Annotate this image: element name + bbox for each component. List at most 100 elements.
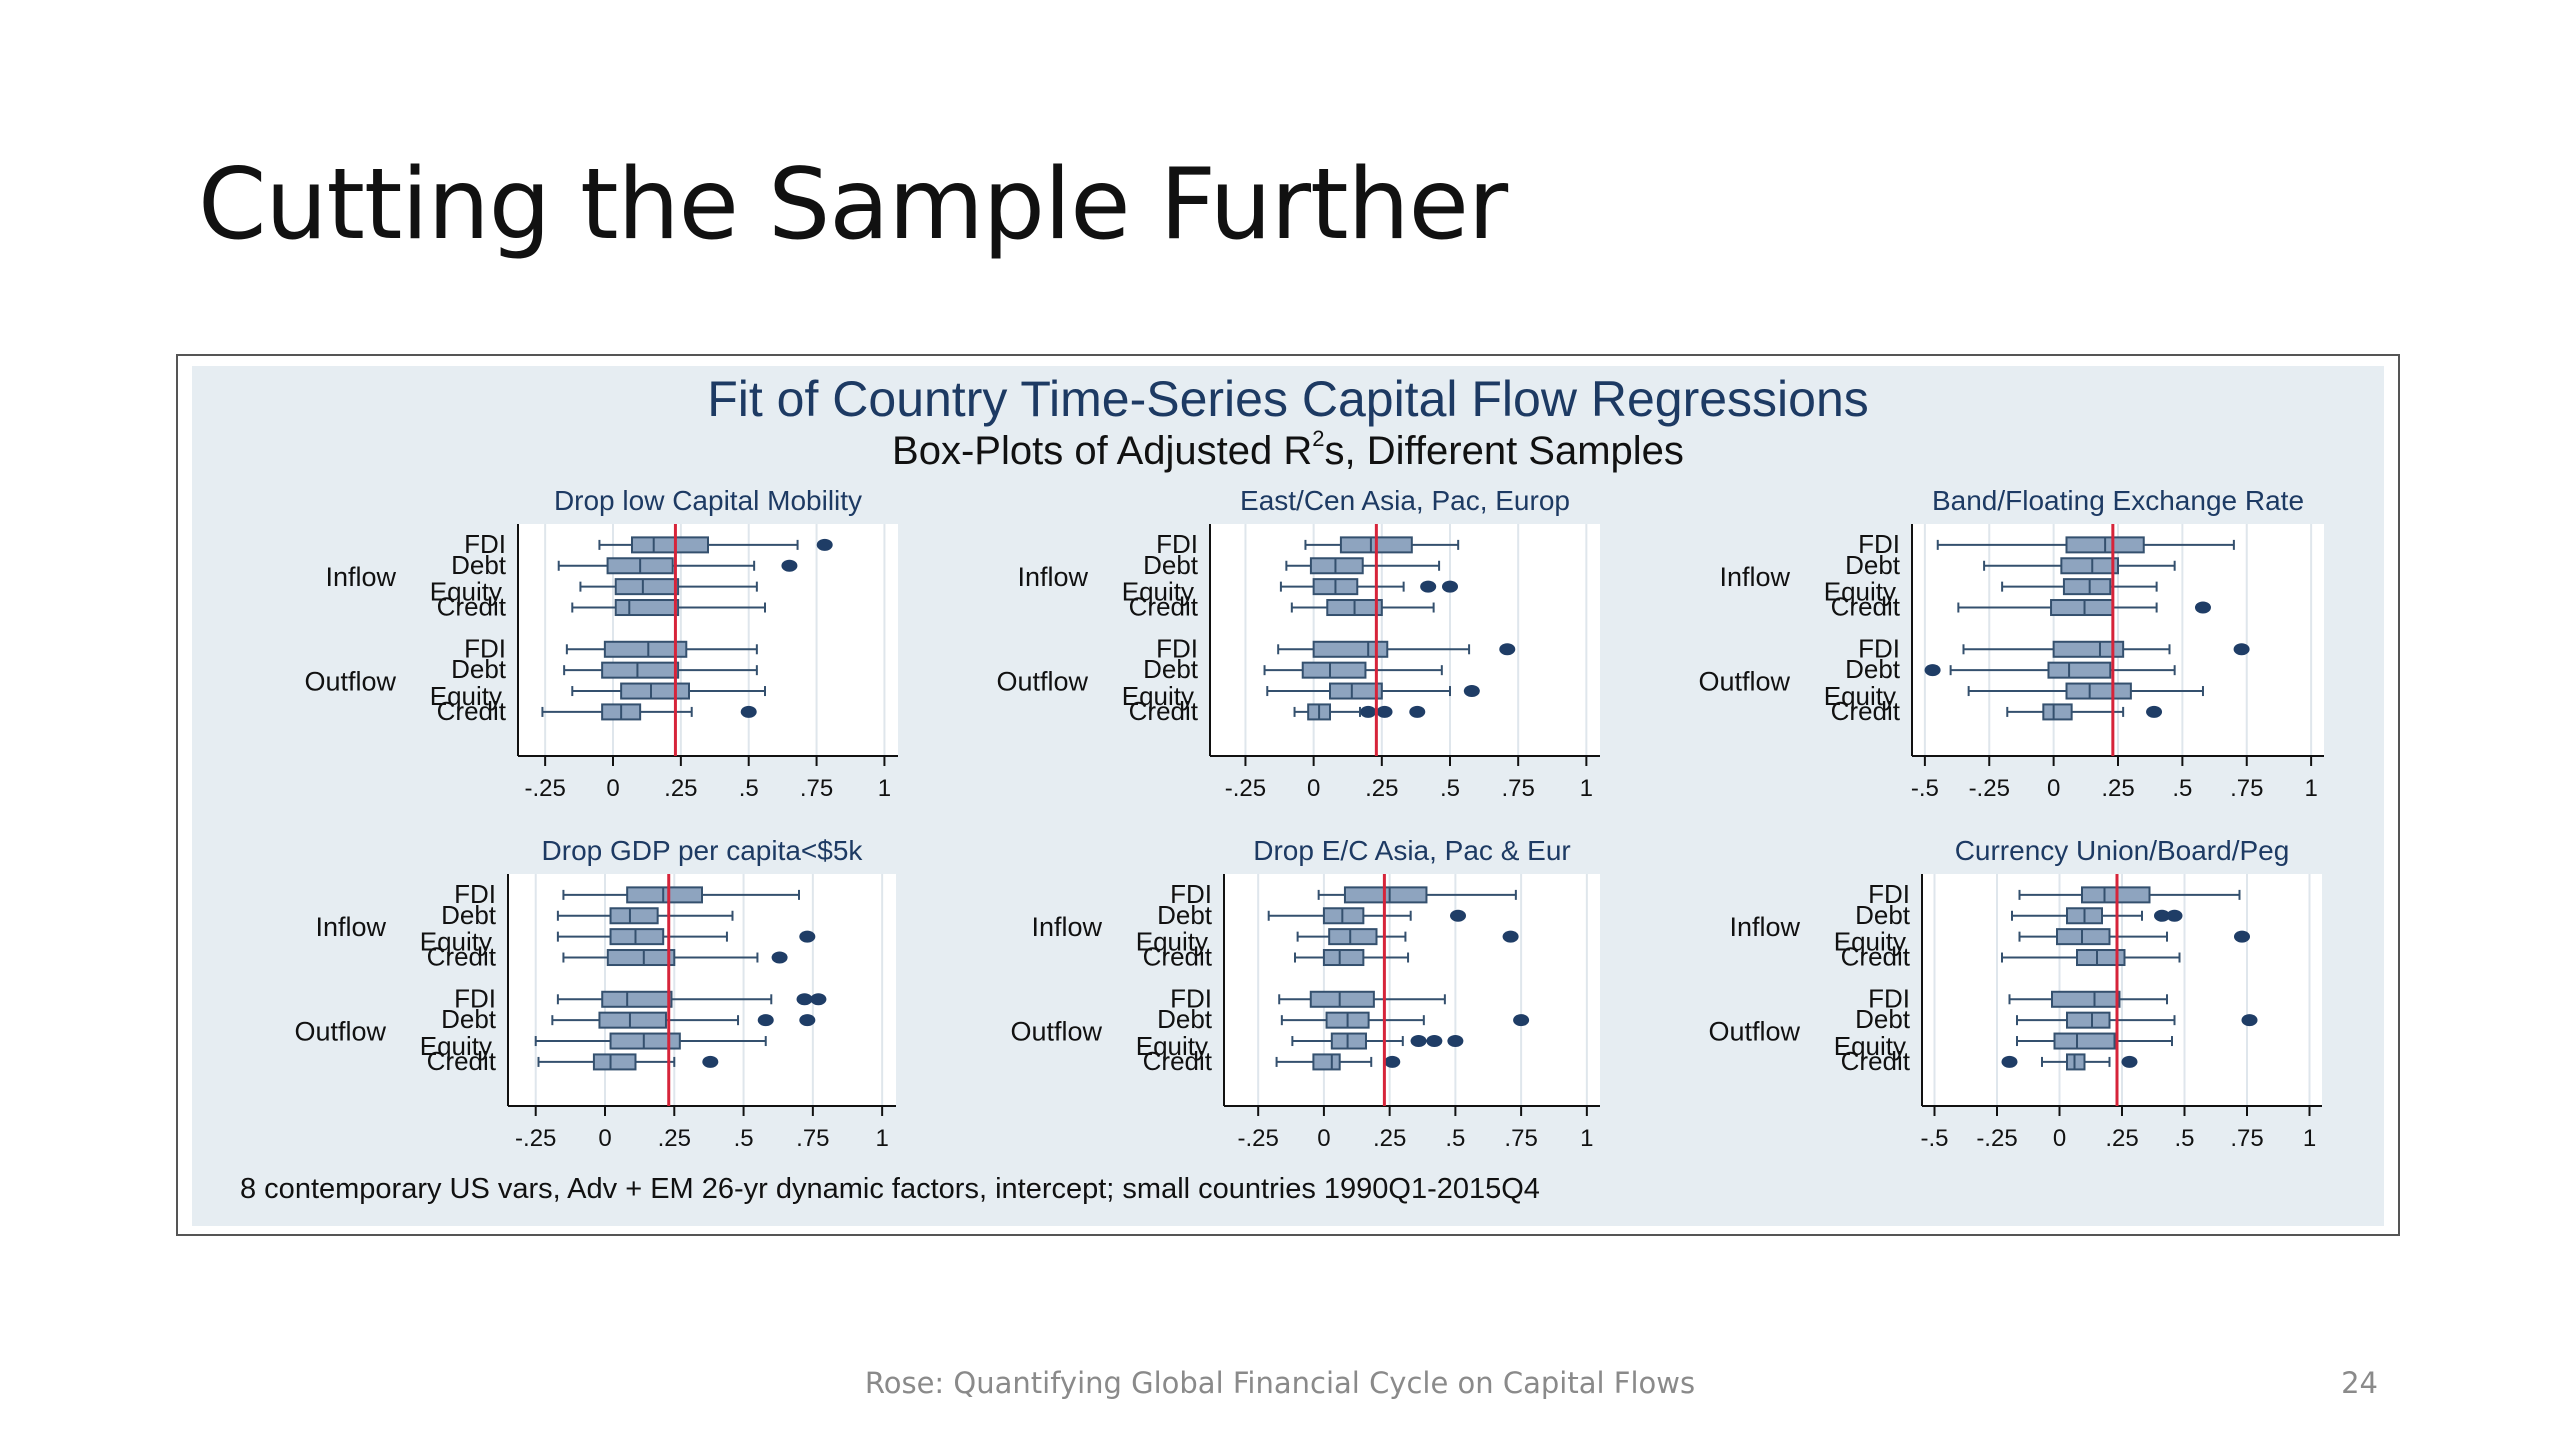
- x-tick-label: .75: [1501, 775, 1534, 802]
- row-label: Credit: [1831, 696, 1901, 726]
- x-tick-label: -.25: [1238, 1125, 1279, 1152]
- outlier-point: [1420, 580, 1437, 593]
- x-tick-label: .5: [2172, 775, 2192, 802]
- x-tick-label: 1: [1580, 775, 1593, 802]
- outlier-point: [2154, 909, 2170, 922]
- group-label: Inflow: [1729, 912, 1800, 942]
- box: [2062, 578, 2112, 596]
- panel: East/Cen Asia, Pac, Europ -.25 0 .25 .5 .75 1 I…: [996, 485, 1600, 802]
- x-tick-label: 0: [606, 775, 619, 802]
- x-tick-label: .25: [1373, 1125, 1406, 1152]
- row-label: FDI: [1156, 529, 1198, 559]
- box: [606, 949, 676, 967]
- row-label: FDI: [1858, 633, 1900, 663]
- outlier-point: [1502, 930, 1519, 943]
- outlier-point: [757, 1014, 774, 1027]
- outlier-point: [2234, 930, 2250, 943]
- row-label: Credit: [437, 696, 507, 726]
- x-tick-label: .75: [2230, 775, 2263, 802]
- outlier-point: [1376, 705, 1393, 718]
- row-label: Credit: [427, 1046, 497, 1076]
- box: [614, 578, 680, 596]
- outlier-point: [816, 538, 833, 551]
- outlier-point: [1410, 1035, 1427, 1048]
- row-label: Equity: [1122, 681, 1194, 711]
- row-label: Credit: [1129, 696, 1199, 726]
- row-label: Equity: [420, 1031, 492, 1061]
- row-label: Debt: [1845, 550, 1901, 580]
- row-label: Equity: [1122, 577, 1194, 607]
- group-label: Outflow: [294, 1017, 386, 1047]
- box: [609, 1032, 681, 1050]
- row-label: Debt: [1845, 654, 1901, 684]
- outlier-point: [2241, 1014, 2258, 1027]
- box: [620, 682, 690, 700]
- box: [603, 640, 688, 658]
- x-tick-label: .5: [1445, 1125, 1465, 1152]
- row-label: FDI: [1868, 879, 1910, 909]
- box: [1309, 557, 1364, 575]
- panel-title: Band/Floating Exchange Rate: [1932, 485, 2304, 516]
- outlier-point: [1450, 909, 1467, 922]
- row-label: Credit: [1143, 1046, 1213, 1076]
- row-label: Equity: [430, 681, 502, 711]
- box: [1322, 949, 1365, 967]
- row-label: Debt: [1157, 900, 1213, 930]
- panel-title: Drop E/C Asia, Pac & Eur: [1253, 835, 1570, 866]
- x-tick-label: .25: [1365, 775, 1398, 802]
- row-label: Equity: [1136, 1031, 1208, 1061]
- box: [1312, 1053, 1341, 1071]
- box: [2066, 1053, 2086, 1071]
- x-tick-label: -.25: [1969, 775, 2010, 802]
- x-tick-label: -.5: [1920, 1125, 1948, 1152]
- row-label: Debt: [441, 900, 497, 930]
- outlier-point: [2001, 1055, 2018, 1068]
- plot-area: [508, 874, 896, 1106]
- row-label: FDI: [464, 633, 506, 663]
- x-tick-label: -.25: [524, 775, 565, 802]
- outlier-point: [1442, 580, 1458, 593]
- row-label: Equity: [1824, 681, 1896, 711]
- box: [2051, 990, 2121, 1008]
- outlier-point: [1513, 1014, 1530, 1027]
- row-label: FDI: [454, 983, 496, 1013]
- group-label: Inflow: [1719, 562, 1790, 592]
- x-tick-label: .5: [734, 1125, 754, 1152]
- row-label: Credit: [1841, 1046, 1911, 1076]
- box: [598, 1011, 667, 1029]
- box: [2076, 949, 2126, 967]
- row-label: Credit: [427, 942, 497, 972]
- box: [1328, 928, 1378, 946]
- row-label: Credit: [1841, 942, 1911, 972]
- outlier-point: [702, 1055, 719, 1068]
- row-label: Credit: [1129, 592, 1199, 622]
- x-tick-label: .5: [2174, 1125, 2194, 1152]
- panel: Currency Union/Board/Peg -.5 -.25 0 .25 .5 .75…: [1708, 835, 2322, 1152]
- group-label: Outflow: [996, 667, 1088, 697]
- x-tick-label: 0: [598, 1125, 611, 1152]
- x-tick-label: .75: [796, 1125, 829, 1152]
- panel: Drop GDP per capita<$5k -.25 0 .25 .5 .75 1 Inf…: [294, 835, 896, 1152]
- x-tick-label: .75: [1504, 1125, 1537, 1152]
- x-tick-label: 1: [1580, 1125, 1593, 1152]
- group-label: Outflow: [304, 667, 396, 697]
- box: [2056, 928, 2111, 946]
- box: [1329, 682, 1383, 700]
- row-label: Debt: [1143, 550, 1199, 580]
- row-label: Equity: [430, 577, 502, 607]
- x-tick-label: .75: [800, 775, 833, 802]
- x-tick-label: 0: [2047, 775, 2060, 802]
- row-label: Equity: [1824, 577, 1896, 607]
- box: [614, 599, 680, 617]
- row-label: Credit: [1831, 592, 1901, 622]
- box: [1309, 990, 1375, 1008]
- box: [2066, 1011, 2111, 1029]
- slide-footer: Rose: Quantifying Global Financial Cycle…: [864, 1366, 1696, 1400]
- row-label: FDI: [1156, 633, 1198, 663]
- outlier-point: [1499, 643, 1516, 656]
- x-tick-label: .75: [2230, 1125, 2263, 1152]
- outlier-point: [781, 559, 798, 572]
- outlier-point: [1384, 1055, 1401, 1068]
- row-label: Equity: [1136, 927, 1208, 957]
- outlier-point: [1463, 685, 1480, 698]
